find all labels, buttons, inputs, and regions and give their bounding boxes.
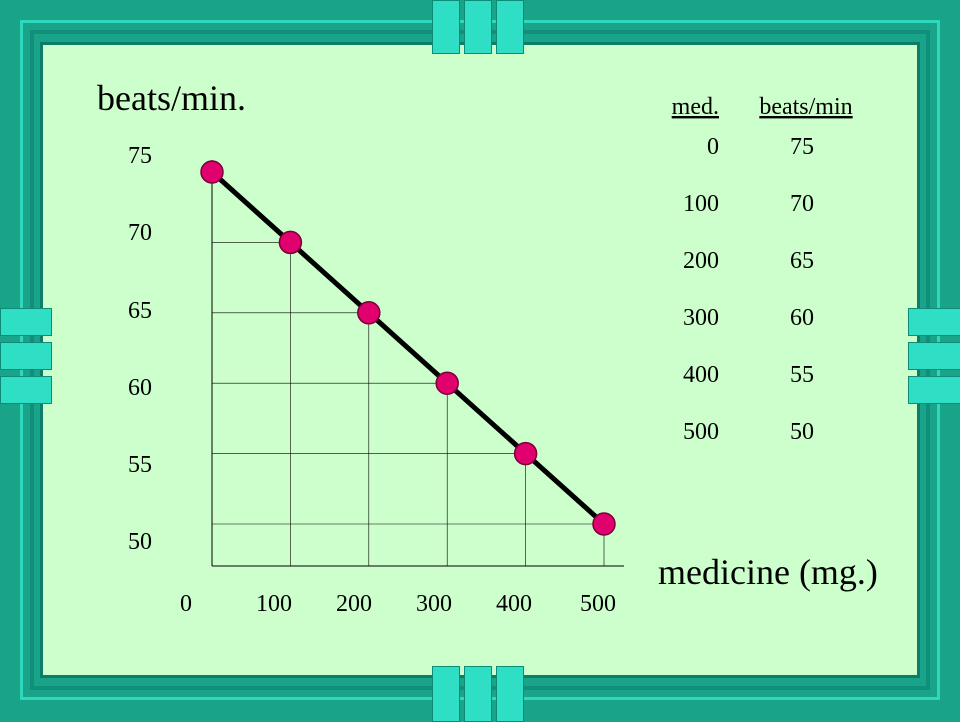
data-table: med. beats/min 0 75 100 70 200 65 300 60 400 55 500 5… — [672, 94, 853, 445]
data-point — [513, 441, 538, 466]
x-tick-label: 100 — [256, 591, 292, 617]
table-cell-med: 400 — [683, 362, 719, 388]
table-header-beats: beats/min — [759, 94, 852, 120]
x-tick-label: 0 — [180, 591, 192, 617]
table-header-med: med. — [672, 94, 719, 120]
guide-lines — [212, 242, 605, 566]
y-tick-label: 55 — [128, 452, 152, 478]
y-tick-label: 50 — [128, 529, 152, 555]
y-tick-label: 65 — [128, 298, 152, 324]
y-tick-label: 60 — [128, 375, 152, 401]
table-cell-med: 100 — [683, 191, 719, 217]
x-tick-label: 200 — [336, 591, 372, 617]
table-cell-beats: 60 — [790, 305, 814, 331]
table-cell-med: 0 — [707, 134, 719, 160]
data-point — [435, 371, 459, 395]
x-tick-label: 500 — [580, 591, 616, 617]
table-cell-beats: 55 — [790, 362, 814, 388]
table-cell-beats: 70 — [790, 191, 814, 217]
data-point — [357, 301, 381, 325]
x-tick-label: 300 — [416, 591, 452, 617]
table-cell-beats: 50 — [790, 419, 814, 445]
axes — [211, 160, 624, 567]
data-point — [200, 160, 224, 184]
table-cell-med: 200 — [683, 248, 719, 274]
x-tick-labels: 0 100 200 300 400 500 — [180, 591, 616, 617]
x-axis-label: medicine (mg.) — [658, 552, 878, 592]
y-axis-label: beats/min. — [97, 78, 246, 118]
series-points — [200, 160, 616, 536]
series-path — [210, 170, 606, 526]
y-tick-label: 70 — [128, 220, 152, 246]
y-tick-label: 75 — [128, 143, 152, 169]
data-point — [592, 512, 616, 536]
table-cell-beats: 65 — [790, 248, 814, 274]
data-point — [278, 230, 303, 255]
table-cell-beats: 75 — [790, 134, 814, 160]
y-tick-labels: 75 70 65 60 55 50 — [128, 143, 152, 555]
x-tick-label: 400 — [496, 591, 532, 617]
table-cell-med: 500 — [683, 419, 719, 445]
table-cell-med: 300 — [683, 305, 719, 331]
series-line — [210, 170, 606, 526]
slide-panel — [40, 42, 920, 678]
